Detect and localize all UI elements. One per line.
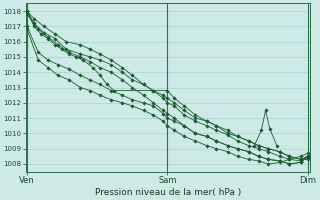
X-axis label: Pression niveau de la mer( hPa ): Pression niveau de la mer( hPa ) xyxy=(95,188,241,197)
